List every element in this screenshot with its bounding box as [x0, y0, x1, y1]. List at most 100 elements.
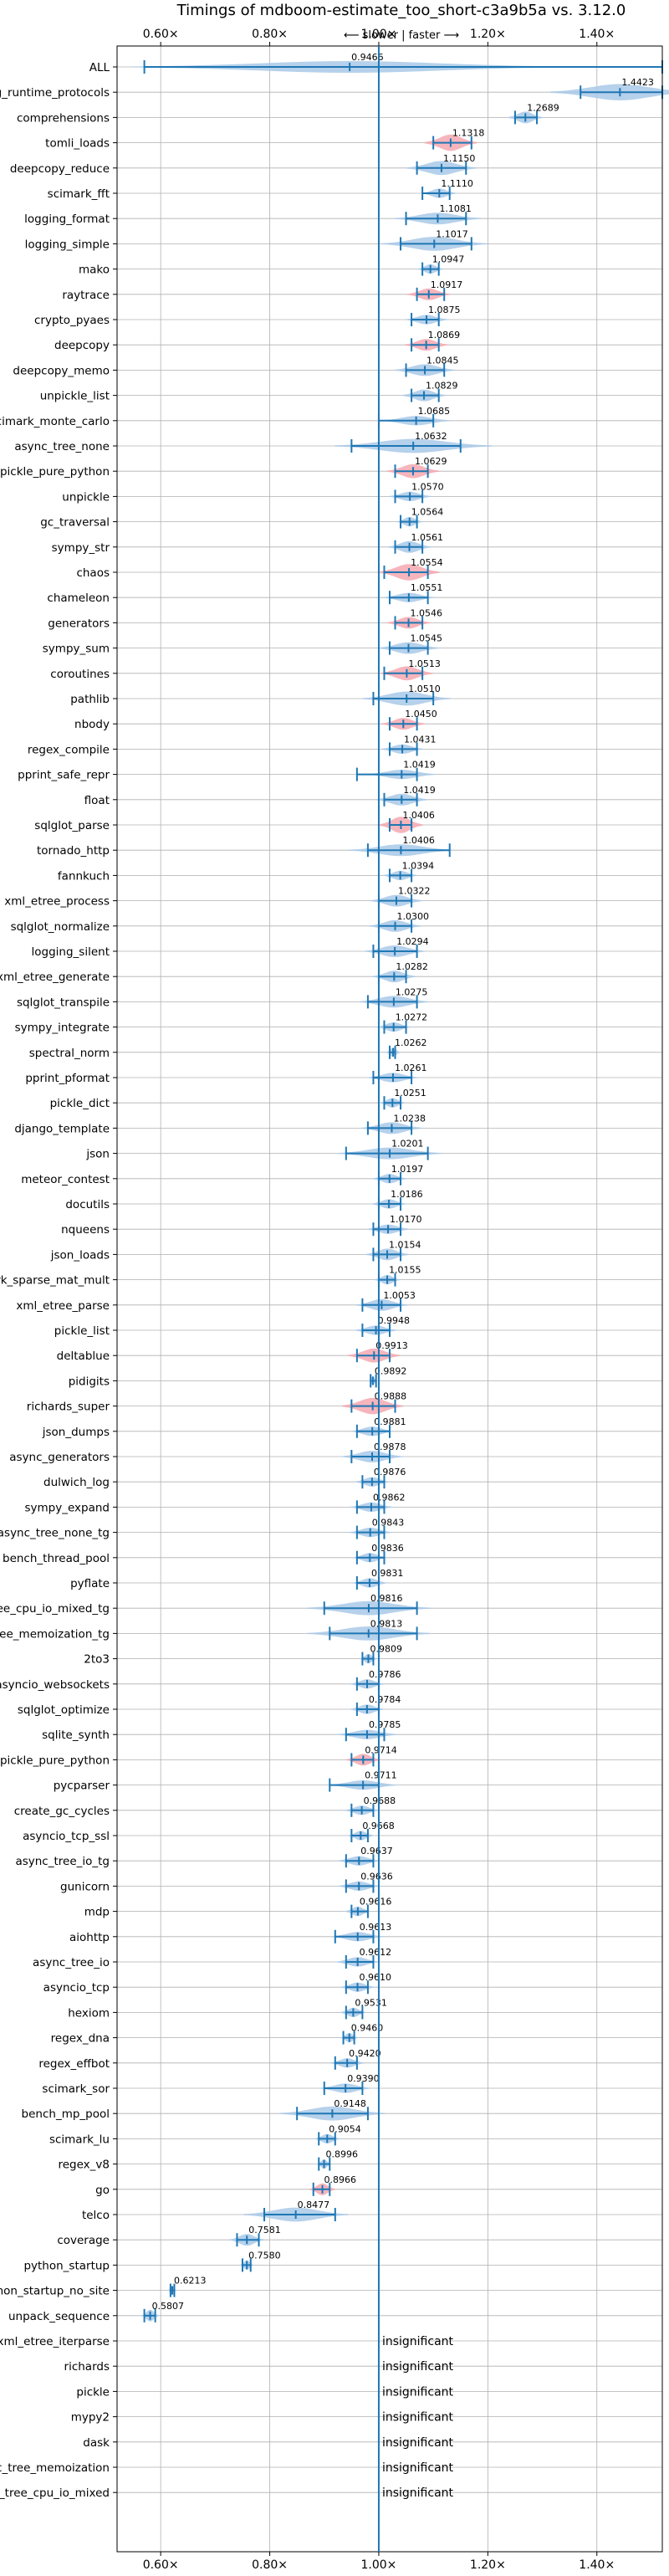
benchmark-label: unpickle_list [40, 390, 110, 403]
value-label: 0.9637 [360, 1846, 393, 1856]
benchmark-label: python_startup_no_site [0, 2285, 110, 2298]
benchmark-label: pickle_dict [50, 1097, 110, 1110]
benchmark-label: create_gc_cycles [14, 1805, 110, 1818]
insignificant-label: insignificant [382, 2411, 454, 2425]
value-label: 1.1150 [443, 153, 476, 164]
benchmark-label: dask [83, 2436, 110, 2450]
benchmark-label: bench_thread_pool [3, 1552, 110, 1565]
benchmark-label: tornado_http [37, 844, 110, 858]
benchmark-labels: ALL typing_runtime_protocols comprehension… [0, 61, 110, 2500]
value-label: 1.0570 [411, 481, 444, 492]
benchmark-label: coverage [57, 2234, 110, 2247]
value-label: 0.9420 [349, 2048, 381, 2059]
value-label: 1.0845 [426, 355, 458, 366]
value-label: 0.9466 [351, 52, 384, 63]
value-label: 1.0510 [408, 684, 441, 694]
chart-title: Timings of mdboom-estimate_too_short-c3a… [176, 2, 626, 19]
value-label: 1.0561 [411, 532, 444, 543]
benchmark-label: xml_etree_iterparse [0, 2335, 110, 2348]
benchmark-label: asyncio_websockets [0, 1678, 110, 1692]
value-label: 1.2689 [527, 102, 559, 113]
x-tick-label-top: 1.00× [361, 28, 397, 41]
value-label: 0.5807 [152, 2301, 185, 2312]
benchmark-label: nbody [74, 718, 110, 731]
benchmark-label: comprehensions [17, 111, 110, 125]
value-label: 0.9786 [369, 1669, 401, 1680]
value-label: 1.0300 [397, 911, 430, 922]
value-label: 0.9148 [334, 2098, 366, 2109]
benchmark-label: sympy_integrate [15, 1022, 110, 1035]
value-label: 1.0238 [393, 1113, 426, 1124]
value-label: 1.0262 [395, 1037, 427, 1048]
value-label: 1.0450 [405, 709, 437, 720]
benchmark-label: typing_runtime_protocols [0, 86, 110, 100]
value-label: 0.9876 [374, 1467, 406, 1477]
benchmark-label: unpickle_pure_python [0, 1754, 110, 1767]
value-label: 0.9616 [360, 1897, 392, 1908]
x-tick-label-bottom: 0.80× [252, 2558, 288, 2572]
benchmark-label: telco [82, 2209, 110, 2222]
value-label: 1.0685 [418, 406, 451, 417]
benchmark-label: mdp [84, 1906, 110, 1919]
value-label: 0.9816 [370, 1593, 403, 1604]
value-label: 0.7581 [248, 2225, 281, 2235]
value-label: 1.0275 [396, 986, 428, 997]
value-label: 0.9836 [371, 1543, 404, 1554]
benchmark-label: logging_simple [25, 238, 110, 251]
benchmark-label: pidigits [69, 1375, 110, 1388]
benchmark-label: sqlglot_parse [34, 819, 110, 832]
benchmark-label: pickle [76, 2385, 110, 2399]
value-label: 0.6213 [174, 2276, 207, 2287]
chart-subtitle: ⟵ slower | faster ⟶ [344, 29, 459, 42]
value-label: 1.1318 [452, 128, 485, 139]
benchmark-label: generators [48, 617, 110, 630]
benchmark-label: regex_v8 [58, 2159, 110, 2172]
benchmark-label: sqlite_synth [42, 1728, 110, 1742]
value-label: 0.9610 [360, 1972, 392, 1983]
benchmark-label: async_tree_memoization_tg [0, 1627, 110, 1641]
benchmark-label: sympy_str [52, 541, 110, 555]
benchmark-label: async_tree_cpu_io_mixed_tg [0, 1602, 110, 1616]
benchmark-label: nqueens [61, 1223, 110, 1237]
value-label: 0.8477 [298, 2200, 330, 2210]
value-label: 1.0170 [390, 1214, 422, 1225]
value-label: 0.9892 [375, 1365, 407, 1376]
benchmark-label: crypto_pyaes [34, 314, 110, 327]
benchmark-label: pickle_pure_python [0, 465, 110, 479]
insignificant-label: insignificant [382, 2486, 454, 2500]
benchmark-label: deepcopy [54, 339, 110, 352]
benchmark-label: mako [79, 264, 110, 277]
benchmark-label: pyflate [70, 1577, 110, 1590]
value-label: 0.7580 [248, 2250, 281, 2261]
benchmark-label: async_tree_io [33, 1956, 110, 1969]
value-label: 1.1017 [436, 228, 468, 239]
value-label: 1.0261 [395, 1063, 427, 1073]
benchmark-label: deepcopy_memo [13, 364, 110, 377]
benchmark-label: deepcopy_reduce [10, 162, 110, 176]
benchmark-label: pathlib [70, 693, 110, 706]
benchmark-label: async_tree_none [14, 440, 110, 453]
benchmark-label: json_dumps [42, 1426, 110, 1439]
benchmark-label: django_template [14, 1122, 110, 1135]
value-label: 0.9948 [378, 1315, 411, 1326]
value-label: 0.9813 [370, 1618, 403, 1629]
range-marks [143, 60, 663, 2322]
benchmark-label: scimark_fft [48, 187, 110, 201]
benchmark-label: mypy2 [71, 2411, 110, 2425]
benchmark-label: richards_super [27, 1401, 110, 1414]
insignificant-label: insignificant [382, 2335, 454, 2348]
x-tick-label-top: 0.80× [252, 28, 288, 41]
benchmark-label: unpickle [62, 490, 110, 504]
value-label: 1.0282 [396, 961, 428, 972]
benchmark-label: sympy_expand [24, 1501, 110, 1514]
benchmark-label: async_tree_none_tg [0, 1527, 110, 1540]
benchmark-label: async_tree_io_tg [15, 1855, 110, 1868]
benchmark-label: pickle_list [54, 1324, 110, 1338]
value-label: 1.0394 [402, 860, 435, 871]
value-label: 1.0632 [415, 431, 447, 442]
value-label: 1.1081 [439, 203, 472, 214]
benchmark-label: regex_effbot [38, 2057, 110, 2071]
benchmark-label: 2to3 [84, 1653, 110, 1667]
value-label: 0.9888 [375, 1391, 407, 1402]
